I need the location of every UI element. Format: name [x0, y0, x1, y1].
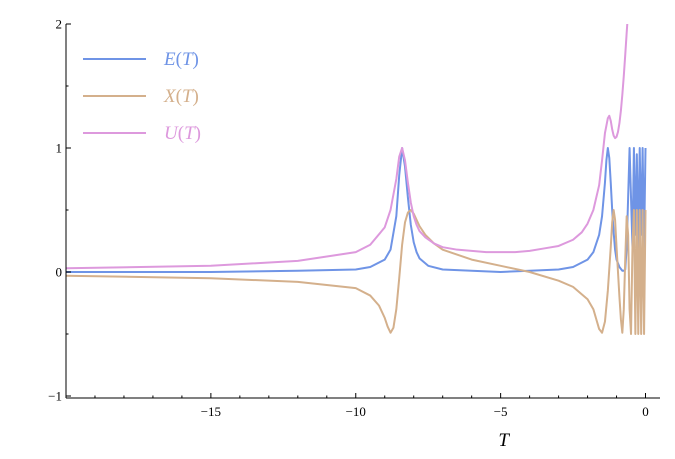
legend-label-e: E(T) [163, 49, 199, 70]
x-tick-label: −5 [494, 404, 508, 419]
y-tick-label: 1 [56, 141, 63, 156]
x-tick-label: −10 [346, 404, 366, 419]
legend: E(T) X(T) U(T) [83, 49, 201, 144]
series-line-x [66, 209, 647, 335]
y-tick-label: 2 [56, 17, 63, 32]
series-line-u [66, 24, 629, 270]
x-tick-label: 0 [642, 404, 649, 419]
y-tick-label: 0 [56, 265, 63, 280]
x-axis-title: T [498, 430, 510, 451]
legend-label-x: X(T) [163, 86, 199, 107]
legend-label-u: U(T) [164, 123, 201, 144]
x-tick-label: −15 [201, 404, 221, 419]
y-tick-label: −1 [48, 389, 62, 404]
series-layer [66, 24, 647, 335]
